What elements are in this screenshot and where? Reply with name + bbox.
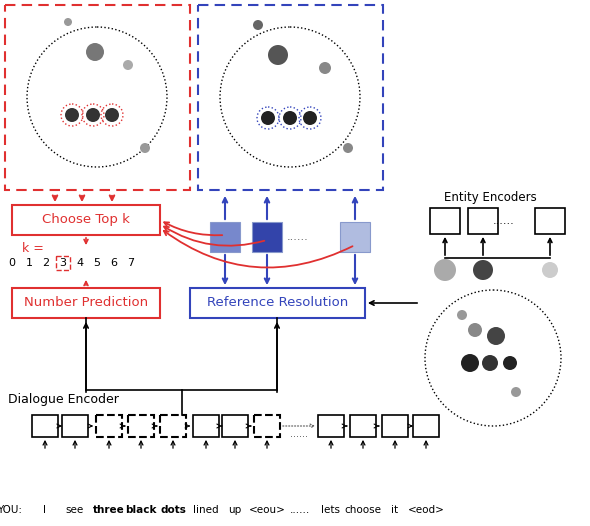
Text: lined: lined	[193, 505, 219, 515]
Bar	[12, 205, 160, 235]
Circle shape	[268, 45, 288, 65]
Text: <eod>: <eod>	[408, 505, 444, 515]
Bar	[190, 288, 365, 318]
Text: ......: ......	[290, 505, 310, 515]
Circle shape	[64, 18, 72, 26]
Text: see: see	[66, 505, 84, 515]
Text: lets: lets	[322, 505, 340, 515]
Circle shape	[461, 354, 479, 372]
Circle shape	[261, 111, 275, 125]
Circle shape	[86, 108, 100, 122]
Text: ......: ......	[493, 216, 515, 226]
Text: up: up	[228, 505, 242, 515]
Bar	[160, 415, 186, 437]
Text: <eou>: <eou>	[248, 505, 286, 515]
Bar	[254, 415, 280, 437]
Bar	[210, 222, 240, 252]
Text: 1: 1	[25, 258, 32, 268]
Circle shape	[303, 111, 317, 125]
Bar	[56, 256, 70, 270]
Circle shape	[503, 356, 517, 370]
Circle shape	[283, 111, 297, 125]
Bar	[382, 415, 408, 437]
Circle shape	[542, 262, 558, 278]
Text: I: I	[44, 505, 47, 515]
Bar	[5, 5, 190, 190]
Text: Choose Top k: Choose Top k	[42, 214, 130, 227]
Text: Reference Resolution: Reference Resolution	[207, 297, 348, 309]
Text: ......: ......	[287, 232, 309, 242]
Bar	[62, 415, 88, 437]
Bar	[222, 415, 248, 437]
Bar	[413, 415, 439, 437]
Bar	[193, 415, 219, 437]
Text: 6: 6	[110, 258, 117, 268]
Circle shape	[253, 20, 263, 30]
Circle shape	[123, 60, 133, 70]
Circle shape	[473, 260, 493, 280]
Bar	[12, 288, 160, 318]
Text: Number Prediction: Number Prediction	[24, 297, 148, 309]
Text: Entity Encoders: Entity Encoders	[444, 191, 536, 205]
Text: k =: k =	[22, 241, 44, 255]
Circle shape	[105, 108, 119, 122]
Bar	[350, 415, 376, 437]
Circle shape	[86, 43, 104, 61]
Text: dots: dots	[160, 505, 186, 515]
Circle shape	[27, 27, 167, 167]
Text: it: it	[391, 505, 399, 515]
Circle shape	[487, 327, 505, 345]
Text: black: black	[125, 505, 157, 515]
Bar	[96, 415, 122, 437]
Circle shape	[511, 387, 521, 397]
Circle shape	[140, 143, 150, 153]
Circle shape	[425, 290, 561, 426]
Text: 5: 5	[93, 258, 100, 268]
Bar	[340, 222, 370, 252]
Bar	[318, 415, 344, 437]
Text: 7: 7	[127, 258, 135, 268]
Bar	[198, 5, 383, 190]
Circle shape	[434, 259, 456, 281]
Circle shape	[343, 143, 353, 153]
Circle shape	[65, 108, 79, 122]
Text: Dialogue Encoder: Dialogue Encoder	[8, 393, 119, 407]
Bar	[252, 222, 282, 252]
Circle shape	[468, 323, 482, 337]
Text: three: three	[93, 505, 125, 515]
Bar	[128, 415, 154, 437]
Bar	[468, 208, 498, 234]
Text: 3: 3	[60, 258, 67, 268]
Text: 2: 2	[42, 258, 50, 268]
Circle shape	[457, 310, 467, 320]
Bar	[430, 208, 460, 234]
Text: choose: choose	[345, 505, 382, 515]
Text: 0: 0	[8, 258, 15, 268]
Bar	[32, 415, 58, 437]
Circle shape	[482, 355, 498, 371]
Text: YOU:: YOU:	[0, 505, 22, 515]
Text: ......: ......	[290, 429, 308, 439]
Circle shape	[220, 27, 360, 167]
Text: 4: 4	[77, 258, 84, 268]
Circle shape	[319, 62, 331, 74]
Bar	[535, 208, 565, 234]
